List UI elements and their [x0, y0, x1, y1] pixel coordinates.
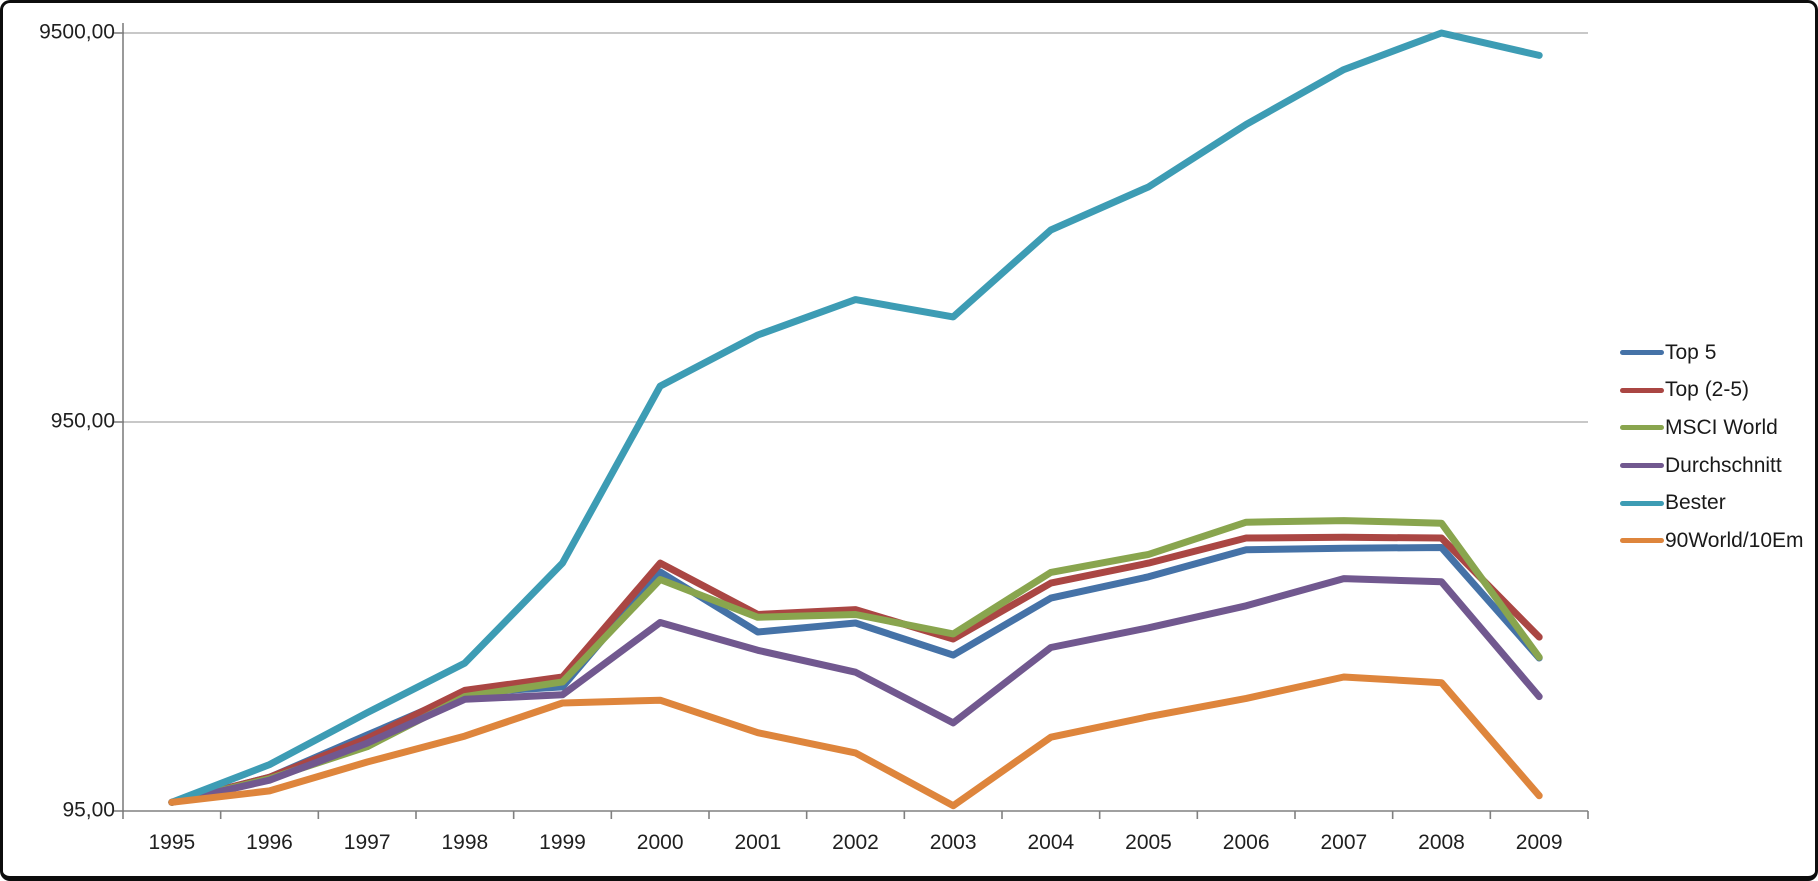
legend-item-durchschnitt: Durchschnitt — [1620, 447, 1804, 485]
legend-label: 90World/10Em — [1665, 528, 1804, 552]
legend-label: Durchschnitt — [1665, 453, 1782, 477]
x-tick-label-1995: 1995 — [148, 831, 196, 854]
x-tick-label-2004: 2004 — [1027, 831, 1075, 854]
x-tick-label-2008: 2008 — [1418, 831, 1465, 854]
legend-label: MSCI World — [1665, 415, 1778, 439]
legend-line-swatch-icon — [1620, 387, 1664, 393]
x-tick-label-2000: 2000 — [636, 831, 684, 854]
x-tick-label-2009: 2009 — [1515, 831, 1563, 854]
y-tick-label: 95,00 — [62, 798, 115, 822]
legend-item-bester: Bester — [1620, 484, 1804, 522]
y-tick-label: 9500,00 — [39, 20, 115, 44]
legend-label: Top (2-5) — [1665, 378, 1750, 402]
x-tick-label-1998: 1998 — [441, 831, 489, 854]
x-tick-label-2006: 2006 — [1222, 831, 1270, 854]
y-tick-label: 950,00 — [50, 409, 115, 433]
x-tick-label-1999: 1999 — [539, 831, 586, 854]
x-tick-label-1996: 1996 — [246, 831, 293, 854]
legend-item-top-2-5: Top (2-5) — [1620, 372, 1804, 410]
series-line-bester — [168, 29, 1543, 806]
legend: Top 5 Top (2-5) MSCI World Durchschnitt Best… — [1620, 334, 1804, 560]
x-tick-label-2007: 2007 — [1320, 831, 1368, 854]
legend-line-swatch-icon — [1620, 350, 1664, 356]
legend-line-swatch-icon — [1620, 500, 1664, 506]
legend-item-top-5: Top 5 — [1620, 334, 1804, 372]
x-tick-label-1997: 1997 — [343, 831, 391, 854]
x-tick-label-2005: 2005 — [1125, 831, 1172, 854]
series-line-top-2-5 — [168, 533, 1543, 806]
legend-item-90world-10em: 90World/10Em — [1620, 522, 1804, 560]
x-tick-label-2002: 2002 — [832, 831, 879, 854]
legend-line-swatch-icon — [1620, 425, 1664, 431]
legend-line-swatch-icon — [1620, 538, 1664, 544]
x-tick-label-2003: 2003 — [929, 831, 977, 854]
legend-item-msci-world: MSCI World — [1620, 409, 1804, 447]
legend-label: Top 5 — [1665, 340, 1717, 364]
legend-label: Bester — [1665, 491, 1726, 515]
legend-line-swatch-icon — [1620, 463, 1664, 469]
x-tick-label-2001: 2001 — [734, 831, 782, 854]
series-line-90world-10em — [168, 673, 1543, 810]
series-line-durchschnitt — [168, 575, 1543, 806]
